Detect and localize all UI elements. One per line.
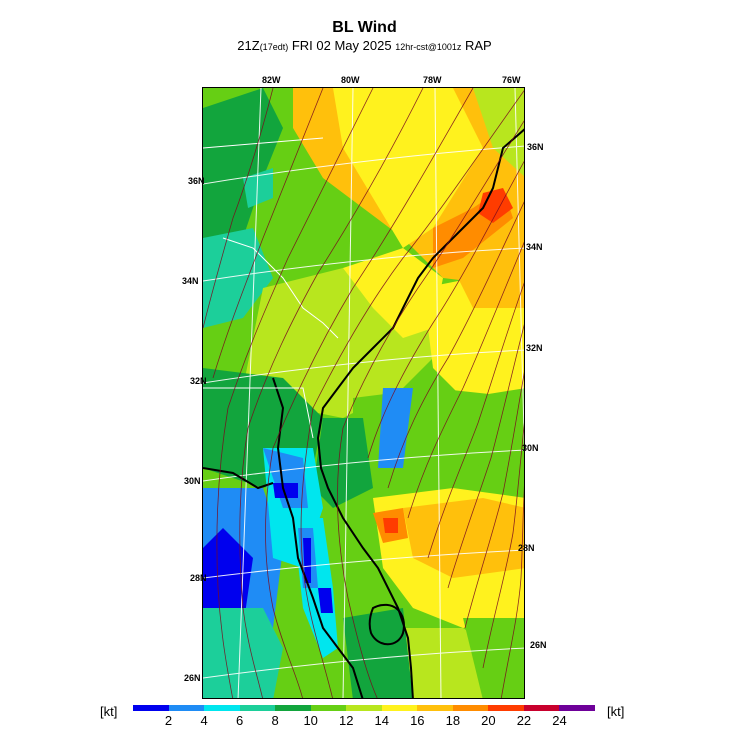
lat-label-left: 32N [190, 376, 207, 386]
colorbar-tick-label: 16 [410, 713, 425, 728]
lat-label-left: 26N [184, 673, 201, 683]
chart-subtitle: 21Z(17edt) FRI 02 May 2025 12hr-cst@1001… [0, 38, 729, 53]
colorbar-segment [275, 705, 311, 711]
colorbar-segment [381, 705, 418, 711]
colorbar-segment [452, 705, 489, 711]
colorbar-tick-label: 8 [271, 713, 279, 728]
lat-label-right: 34N [526, 242, 543, 252]
lat-label-right: 26N [530, 640, 547, 650]
lat-label-right: 28N [518, 543, 535, 553]
lat-label-right: 32N [526, 343, 543, 353]
colorbar-tick-label: 22 [516, 713, 532, 728]
model-name: RAP [464, 38, 492, 53]
colorbar-segment [488, 705, 524, 711]
colorbar-tick-label: 12 [338, 713, 354, 728]
lat-label-left: 34N [182, 276, 199, 286]
colorbar-tick-label: 18 [445, 713, 461, 728]
lat-label-left: 36N [188, 176, 205, 186]
valid-time: 21Z [237, 38, 260, 53]
lon-label: 76W [502, 75, 521, 85]
colorbar-unit-left: [kt] [100, 704, 118, 719]
chart-title: BL Wind [332, 19, 397, 36]
local-time: (17edt) [259, 42, 289, 52]
colorbar-segment [168, 705, 205, 711]
lat-label-right: 30N [522, 443, 539, 453]
wind-speed-field [203, 88, 524, 698]
colorbar-unit-right: [kt] [607, 704, 625, 719]
lon-label: 80W [341, 75, 360, 85]
colorbar-segment [133, 705, 169, 711]
colorbar-segment [310, 705, 347, 711]
colorbar-tick-label: 14 [374, 713, 389, 728]
colorbar-segment [239, 705, 276, 711]
colorbar-segment [523, 705, 560, 711]
lon-label: 78W [423, 75, 442, 85]
colorbar-tick-label: 20 [481, 713, 496, 728]
run-info: 12hr-cst@1001z [395, 42, 462, 52]
wind-map [202, 87, 525, 699]
colorbar-segment [417, 705, 453, 711]
colorbar-segment [346, 705, 382, 711]
valid-date: FRI 02 May 2025 [291, 38, 392, 53]
colorbar [133, 705, 595, 711]
lat-label-right: 36N [527, 142, 544, 152]
colorbar-tick-label: 10 [303, 713, 318, 728]
lat-label-left: 30N [184, 476, 201, 486]
lon-label: 82W [262, 75, 281, 85]
colorbar-tick-label: 4 [200, 713, 208, 728]
colorbar-tick-label: 6 [235, 713, 244, 728]
colorbar-segment [559, 705, 595, 711]
colorbar-tick-label: 2 [164, 713, 173, 728]
colorbar-segment [204, 705, 240, 711]
colorbar-tick-label: 24 [552, 713, 567, 728]
lat-label-left: 28N [190, 573, 207, 583]
